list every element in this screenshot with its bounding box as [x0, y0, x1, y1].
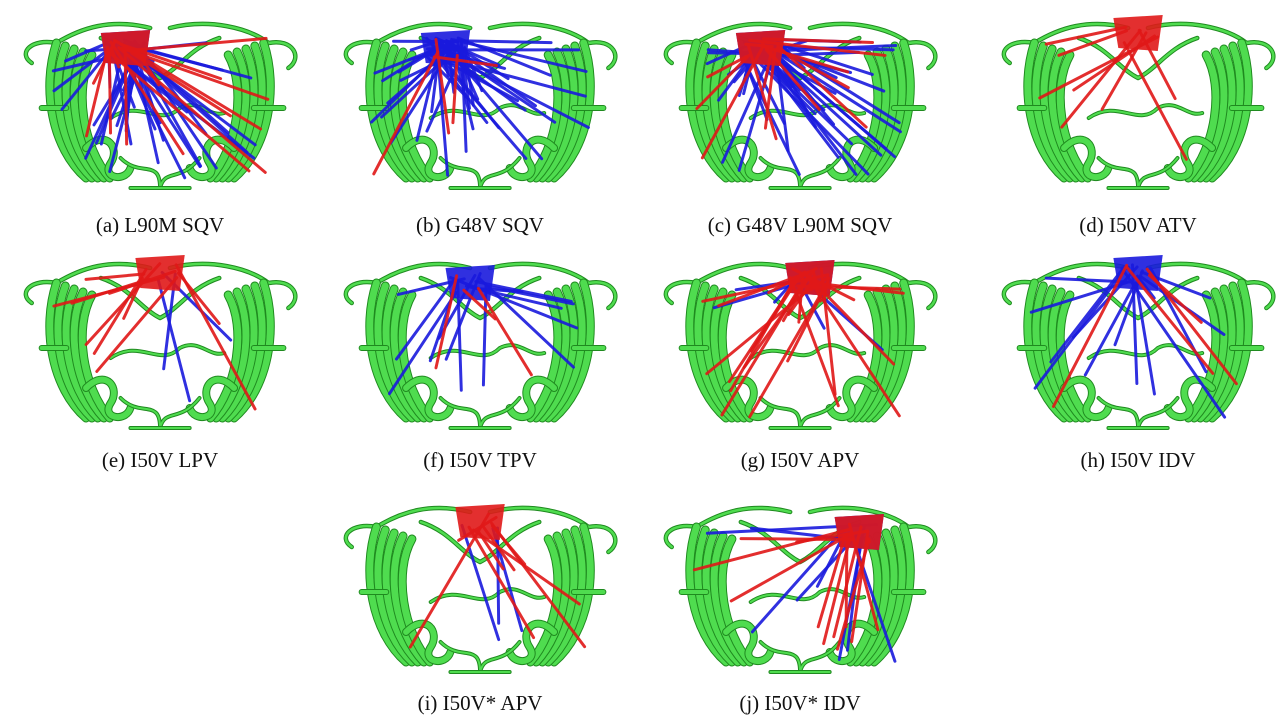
contact-cluster — [135, 255, 184, 291]
contact-cluster — [785, 260, 834, 296]
caption: (g) I50V APV — [741, 448, 860, 472]
contact-cluster — [835, 514, 884, 550]
panel — [1004, 15, 1273, 188]
caption: (f) I50V TPV — [423, 448, 537, 472]
panel — [346, 24, 615, 188]
panel — [26, 24, 295, 188]
panel — [26, 255, 295, 428]
contact-line — [464, 41, 551, 43]
panel — [346, 264, 615, 428]
caption: (j) I50V* IDV — [739, 691, 860, 715]
caption: (e) I50V LPV — [102, 448, 218, 472]
panel — [346, 504, 615, 672]
panel — [666, 24, 935, 188]
caption: (d) I50V ATV — [1079, 213, 1196, 237]
panel — [666, 260, 935, 428]
caption: (i) I50V* APV — [418, 691, 543, 715]
contact-line — [741, 539, 853, 540]
contact-cluster — [101, 30, 150, 66]
panel — [1004, 255, 1273, 428]
contact-line — [86, 274, 144, 279]
contact-cluster — [1113, 255, 1162, 291]
figure: (a) L90M SQV (b) G48V SQV (c) G48V L90M SQ… — [0, 0, 1287, 724]
contact-cluster — [736, 30, 785, 66]
caption: (b) G48V SQV — [416, 213, 544, 237]
contact-line — [94, 269, 146, 353]
caption: (h) I50V IDV — [1080, 448, 1195, 472]
contact-cluster — [455, 504, 504, 540]
contact-line — [109, 53, 110, 132]
caption: (c) G48V L90M SQV — [708, 213, 893, 237]
panel — [666, 508, 935, 672]
caption: (a) L90M SQV — [96, 213, 224, 237]
contact-cluster — [1113, 15, 1162, 51]
